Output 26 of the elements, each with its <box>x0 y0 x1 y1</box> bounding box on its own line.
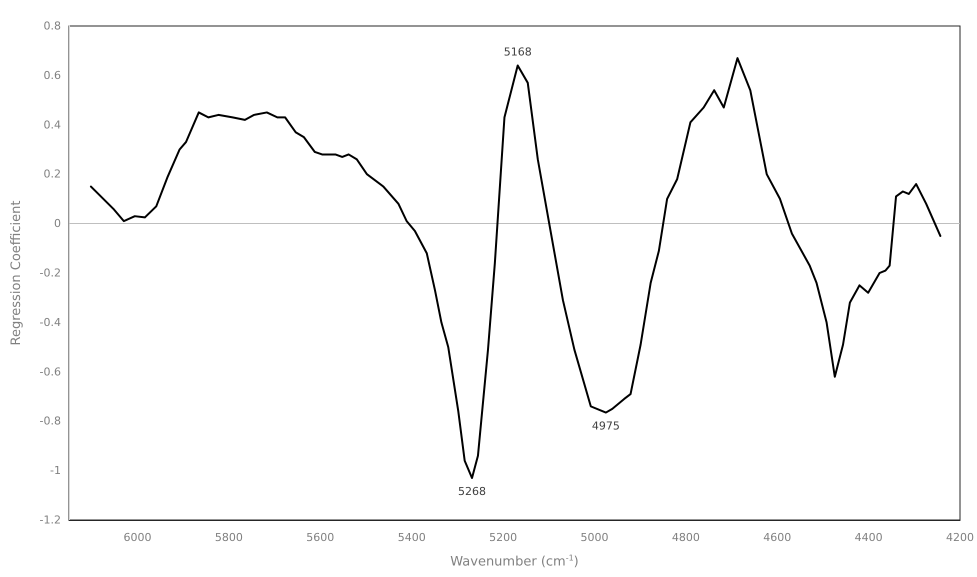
x-tick-label: 5000 <box>580 531 608 544</box>
annotation: 5268 <box>458 485 486 498</box>
x-tick-label: 5400 <box>398 531 426 544</box>
x-tick-label: 4600 <box>763 531 792 544</box>
y-tick-label: 0.4 <box>44 118 61 132</box>
y-tick-label: -1.2 <box>40 514 61 526</box>
x-tick-label: 6000 <box>124 531 152 544</box>
y-tick-label: -1 <box>50 464 61 478</box>
y-tick-label: -0.2 <box>40 266 61 280</box>
x-tick-label: 5800 <box>214 531 243 544</box>
y-tick-label: 0.6 <box>44 68 61 82</box>
x-tick-label: 5200 <box>489 531 518 544</box>
y-tick-label: -0.4 <box>40 316 61 329</box>
x-tick-label: 5600 <box>306 531 334 544</box>
y-tick-label: -0.6 <box>40 365 61 378</box>
annotation: 4975 <box>592 420 620 433</box>
y-tick-label: 0.2 <box>44 168 61 181</box>
x-tick-label: 4200 <box>946 531 974 544</box>
y-axis-title: Regression Coefficient <box>9 200 24 346</box>
x-tick-label: 4800 <box>672 531 700 544</box>
y-tick-label: 0.8 <box>44 20 61 32</box>
line-series <box>90 57 942 480</box>
y-tick-label: -0.8 <box>40 414 61 428</box>
annotation: 5168 <box>504 46 532 59</box>
x-tick-label: 4400 <box>854 531 883 544</box>
y-tick-label: 0 <box>54 217 61 230</box>
